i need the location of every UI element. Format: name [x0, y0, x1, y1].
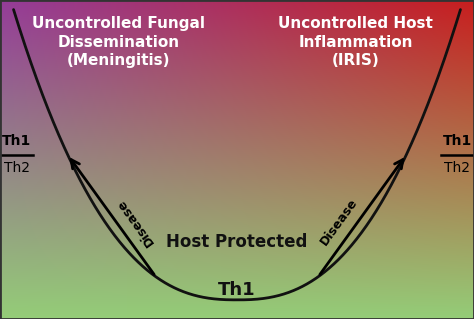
Text: Th1: Th1	[442, 134, 472, 148]
Text: Uncontrolled Fungal
Dissemination
(Meningitis): Uncontrolled Fungal Dissemination (Menin…	[32, 16, 205, 68]
Text: Th2: Th2	[4, 161, 30, 175]
Text: Disease: Disease	[317, 196, 360, 248]
Text: Th2: Th2	[444, 161, 470, 175]
Text: Th1: Th1	[2, 134, 32, 148]
Text: Host Protected: Host Protected	[166, 234, 308, 251]
Text: Uncontrolled Host
Inflammation
(IRIS): Uncontrolled Host Inflammation (IRIS)	[278, 16, 433, 68]
Text: Th1: Th1	[218, 281, 256, 299]
Text: Disease: Disease	[114, 196, 157, 248]
